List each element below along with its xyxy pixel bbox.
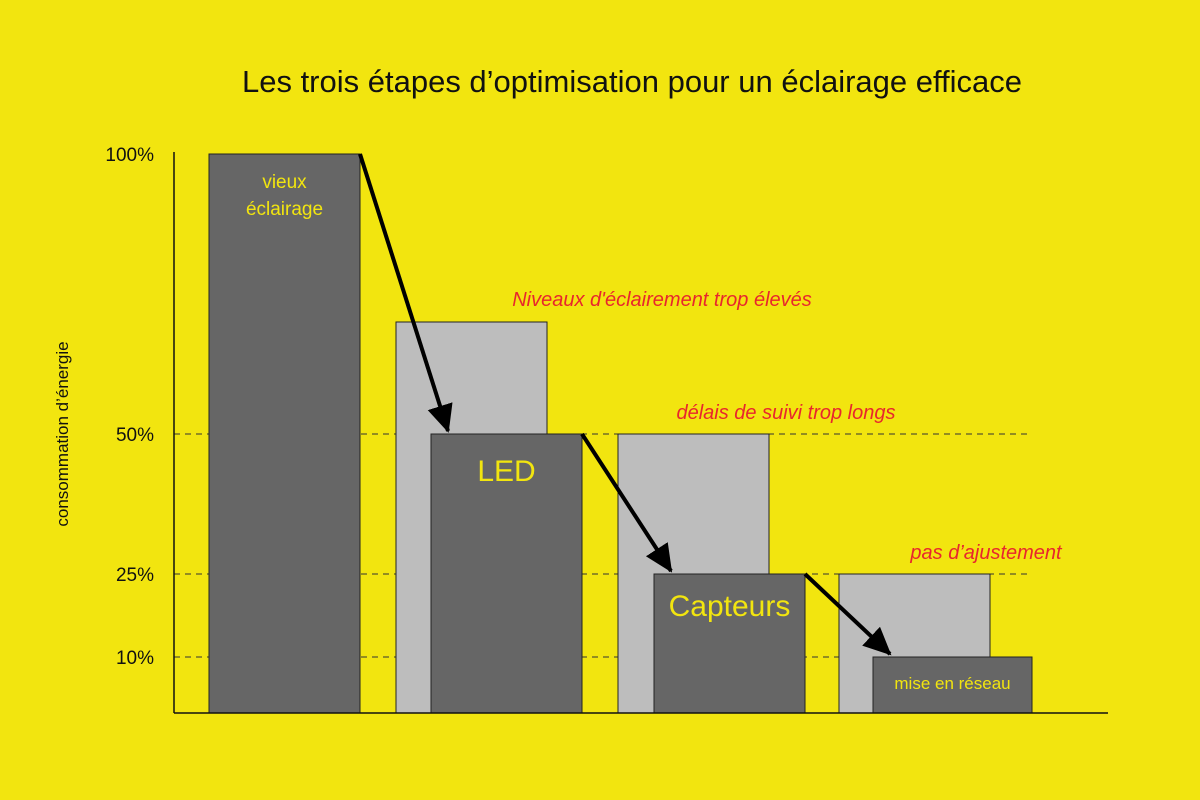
arrow-1-2 [580, 432, 673, 573]
y-ticks: 100% 50% 25% 10% [105, 145, 154, 669]
dark-bar-0 [208, 153, 361, 714]
bar-labels: vieux éclairage LED Capteurs mise en réseau [246, 172, 1011, 693]
y-tick-100: 100% [105, 145, 154, 166]
dark-bars [208, 153, 1033, 714]
bar-label-0-1: éclairage [246, 199, 323, 220]
dark-bar-1 [430, 433, 583, 714]
dark-bar-2 [653, 573, 806, 714]
annotations: Niveaux d'éclairement trop élevés délais … [512, 289, 1063, 564]
bar-label-0-0: vieux [262, 172, 307, 193]
annotation-2: délais de suivi trop longs [676, 402, 895, 424]
arrow-0-1 [358, 153, 453, 433]
bar-label-2-0: Capteurs [669, 590, 791, 623]
arrow-2-3 [803, 572, 892, 656]
annotation-1: Niveaux d'éclairement trop élevés [512, 289, 812, 311]
y-axis-label: consommation d’énergie [53, 341, 72, 526]
bar-label-1-0: LED [477, 455, 535, 488]
bar-label-3-0: mise en réseau [894, 674, 1010, 693]
arrows [358, 153, 892, 656]
axes [173, 152, 1108, 714]
annotation-3: pas d’ajustement [909, 542, 1063, 564]
chart-title: Les trois étapes d’optimisation pour un … [242, 64, 1022, 99]
y-tick-50: 50% [116, 425, 154, 446]
y-tick-10: 10% [116, 648, 154, 669]
y-tick-25: 25% [116, 565, 154, 586]
